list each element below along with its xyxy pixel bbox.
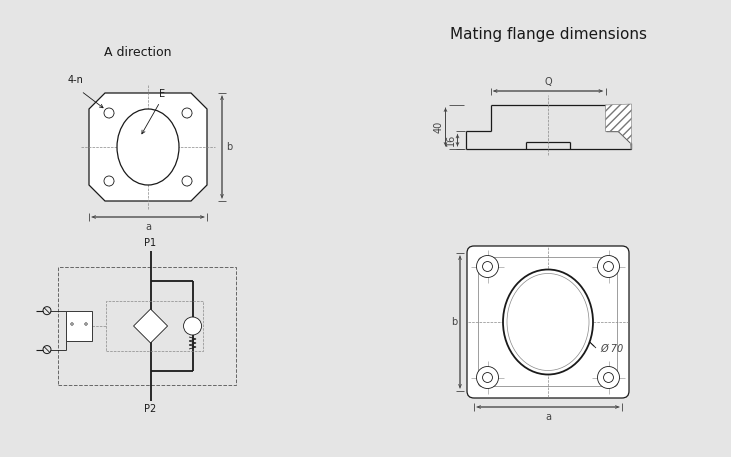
Text: 40: 40 <box>433 121 444 133</box>
Ellipse shape <box>503 270 593 374</box>
Polygon shape <box>605 104 632 149</box>
Ellipse shape <box>507 273 589 371</box>
Text: a: a <box>545 412 551 422</box>
Circle shape <box>477 255 499 277</box>
Text: a: a <box>145 222 151 232</box>
Text: Ø 70: Ø 70 <box>600 344 624 354</box>
Text: Q: Q <box>544 77 552 87</box>
Circle shape <box>85 323 87 325</box>
Circle shape <box>597 367 619 388</box>
Circle shape <box>482 261 493 271</box>
Circle shape <box>604 261 613 271</box>
Text: 16: 16 <box>445 134 455 146</box>
Circle shape <box>104 108 114 118</box>
Circle shape <box>71 323 73 325</box>
Circle shape <box>597 255 619 277</box>
Text: P1: P1 <box>145 238 156 248</box>
Circle shape <box>604 372 613 383</box>
FancyBboxPatch shape <box>467 246 629 398</box>
Polygon shape <box>134 309 167 343</box>
Circle shape <box>482 372 493 383</box>
Circle shape <box>182 108 192 118</box>
Polygon shape <box>89 93 207 201</box>
Bar <box>66 311 92 341</box>
Text: E: E <box>159 89 165 99</box>
Bar <box>58 267 236 385</box>
Text: A direction: A direction <box>105 46 172 59</box>
Ellipse shape <box>117 109 179 185</box>
Text: 4-n: 4-n <box>67 75 83 85</box>
Text: b: b <box>226 142 232 152</box>
Circle shape <box>104 176 114 186</box>
Circle shape <box>182 176 192 186</box>
Bar <box>106 301 202 351</box>
FancyBboxPatch shape <box>479 257 618 387</box>
Text: Mating flange dimensions: Mating flange dimensions <box>450 27 646 42</box>
Circle shape <box>183 317 202 335</box>
Text: P2: P2 <box>145 404 156 414</box>
Circle shape <box>477 367 499 388</box>
Text: b: b <box>451 317 457 327</box>
